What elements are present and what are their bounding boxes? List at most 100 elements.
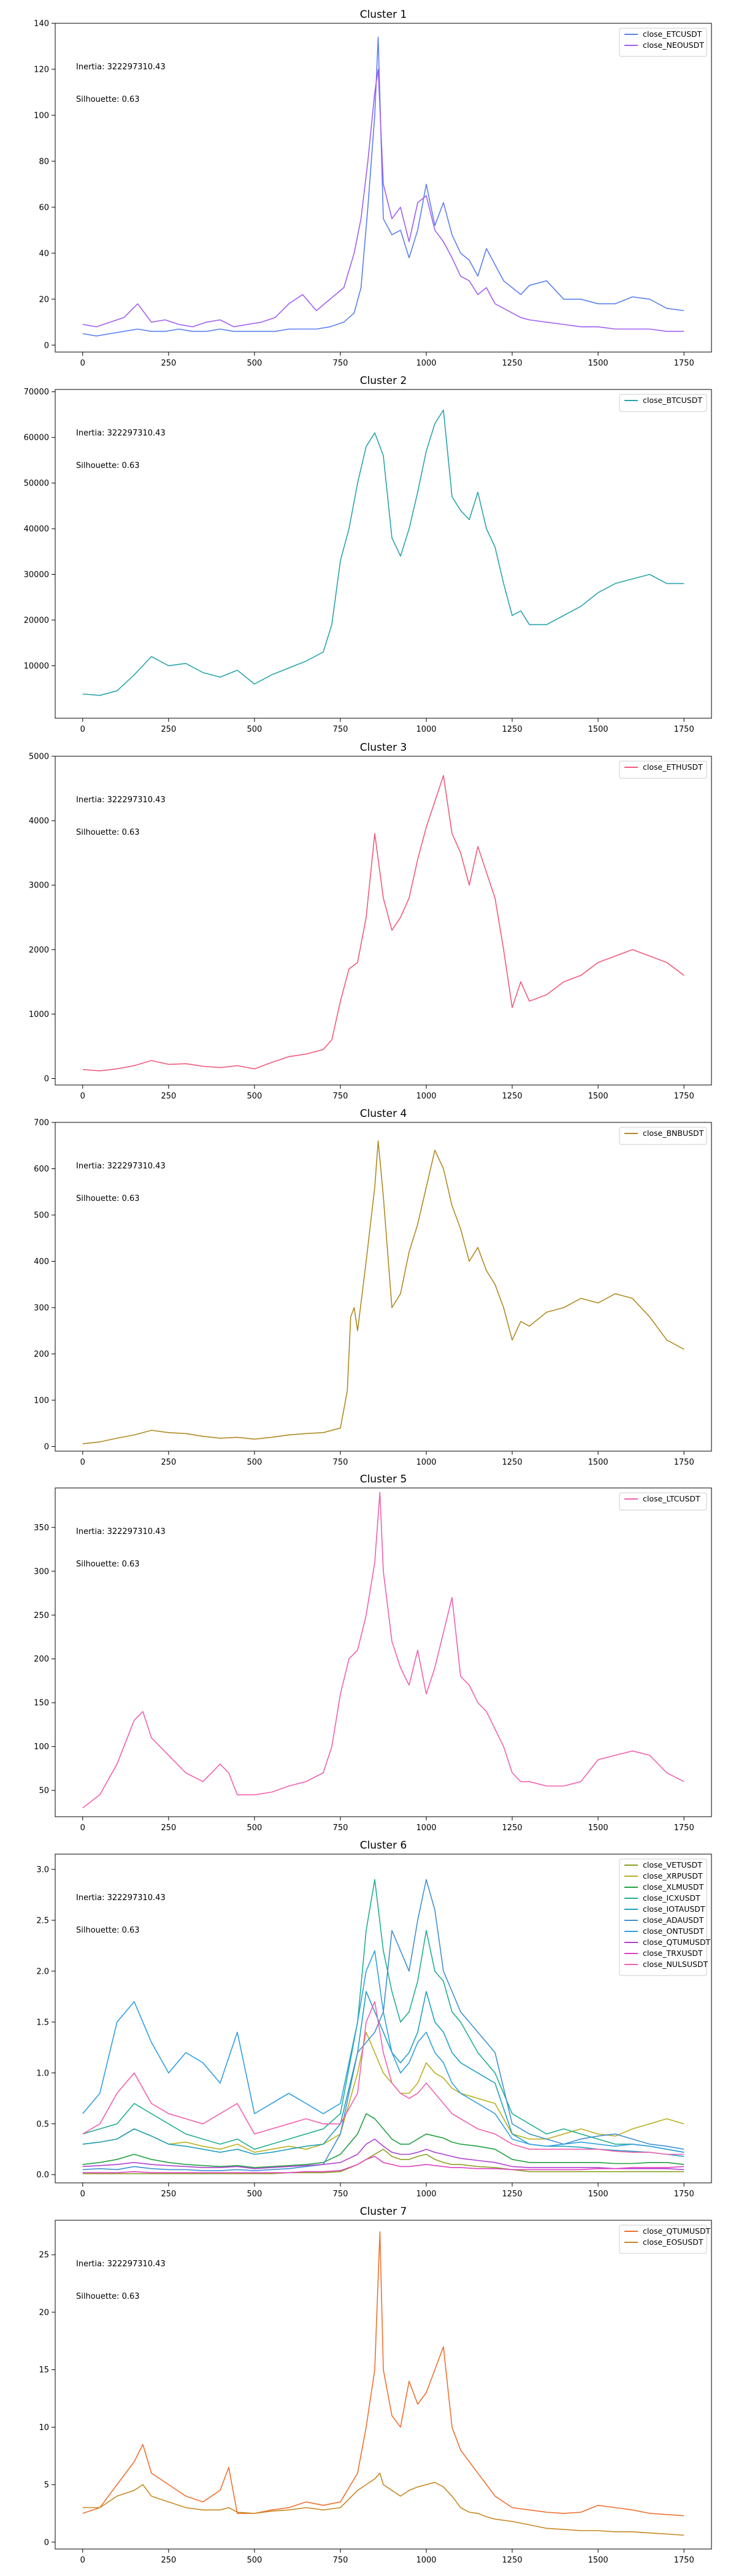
series-line-close_ADAUSDT	[82, 1879, 684, 2171]
y-tick-label: 4000	[29, 817, 49, 826]
x-tick-label: 250	[161, 1092, 176, 1101]
x-tick-label: 750	[333, 2190, 348, 2199]
y-tick-label: 250	[34, 1611, 49, 1620]
x-tick-label: 1000	[416, 725, 436, 734]
legend-entry: close_ONTUSDT	[643, 1926, 704, 1936]
chart-panel-5: Cluster 5 0 250 500 750 1000 1250 1500 1750 50 100…	[34, 1473, 712, 1833]
axes-frame	[55, 756, 712, 1086]
chart-panel-3: Cluster 3 0 250 500 750 1000 1250 1500 1750 0 1000…	[29, 742, 712, 1101]
inertia-annotation: Inertia: 322297310.43	[76, 63, 166, 72]
legend-entry: close_EOSUSDT	[643, 2237, 703, 2247]
x-tick-label: 1250	[502, 359, 523, 368]
x-tick-label: 1500	[588, 1823, 608, 1833]
x-tick-label: 250	[161, 2556, 176, 2565]
legend: close_ETHUSDT	[619, 761, 707, 779]
y-tick-label: 50000	[24, 479, 49, 488]
y-tick-label: 400	[34, 1257, 49, 1267]
legend-entry: close_ETCUSDT	[643, 29, 702, 39]
x-tick-label: 1500	[588, 725, 608, 734]
y-tick-label: 20	[39, 2308, 49, 2317]
legend: close_BNBUSDT	[619, 1127, 707, 1145]
x-tick-label: 250	[161, 725, 176, 734]
x-tick-label: 500	[247, 1092, 263, 1101]
inertia-annotation: Inertia: 322297310.43	[76, 429, 166, 438]
x-tick-label: 1750	[674, 2190, 694, 2199]
legend-entry: close_ICXUSDT	[643, 1893, 700, 1903]
legend-entry: close_ETHUSDT	[643, 762, 703, 772]
x-tick-label: 1250	[502, 725, 523, 734]
chart-title: Cluster 1	[360, 9, 407, 21]
x-tick-label: 0	[80, 1823, 85, 1833]
chart-title: Cluster 5	[360, 1473, 407, 1485]
y-tick-label: 3.0	[36, 1865, 49, 1874]
axes-frame	[55, 389, 712, 719]
y-tick-label: 70000	[24, 388, 49, 397]
y-tick-label: 1000	[29, 1010, 49, 1019]
y-tick-label: 40000	[24, 525, 49, 534]
y-tick-label: 0	[44, 341, 49, 350]
y-tick-label: 0	[44, 1075, 49, 1084]
inertia-annotation: Inertia: 322297310.43	[76, 1527, 166, 1536]
y-tick-label: 100	[34, 1396, 49, 1405]
x-tick-label: 500	[247, 1823, 263, 1833]
chart-panel-6: Cluster 6 0 250 500 750 1000 1250 1500 1750 0.0 0.…	[36, 1839, 712, 2199]
series-line-close_XLMUSDT	[82, 2113, 684, 2168]
series-lines	[82, 36, 684, 337]
x-tick-label: 0	[80, 2556, 85, 2565]
x-tick-label: 750	[333, 2556, 348, 2565]
x-tick-label: 1000	[416, 1823, 436, 1833]
series-line-close_ETCUSDT	[82, 36, 684, 337]
chart-title: Cluster 3	[360, 742, 407, 754]
chart-title: Cluster 6	[360, 1839, 407, 1852]
series-line-close_BTCUSDT	[82, 409, 684, 696]
x-tick-label: 1250	[502, 1092, 523, 1101]
y-tick-label: 100	[34, 111, 49, 120]
series-line-close_TRXUSDT	[82, 2156, 684, 2174]
y-tick-label: 120	[34, 65, 49, 74]
x-tick-label: 750	[333, 359, 348, 368]
legend-entry: close_XRPUSDT	[643, 1871, 703, 1880]
legend-entry: close_LTCUSDT	[643, 1494, 700, 1503]
series-line-close_ETHUSDT	[82, 775, 684, 1071]
x-tick-label: 1250	[502, 1458, 523, 1467]
y-tick-label: 500	[34, 1211, 49, 1220]
series-line-close_EOSUSDT	[82, 2472, 684, 2536]
y-tick-label: 20000	[24, 616, 49, 625]
x-tick-label: 1000	[416, 2190, 436, 2199]
series-line-close_ICXUSDT	[82, 1879, 684, 2153]
x-tick-label: 1750	[674, 2556, 694, 2565]
axes-frame	[55, 2220, 712, 2550]
legend-entry: close_ADAUSDT	[643, 1915, 704, 1925]
legend-box	[619, 1858, 707, 1976]
x-tick-label: 1500	[588, 1458, 608, 1467]
y-tick-label: 1.5	[36, 2018, 49, 2027]
y-tick-label: 15	[39, 2366, 49, 2375]
silhouette-annotation: Silhouette: 0.63	[76, 1926, 140, 1935]
chart-title: Cluster 2	[360, 375, 407, 387]
y-tick-label: 3000	[29, 881, 49, 891]
axes-frame	[55, 1122, 712, 1452]
y-tick-label: 80	[39, 157, 49, 166]
silhouette-annotation: Silhouette: 0.63	[76, 95, 140, 104]
y-tick-label: 100	[34, 1742, 49, 1752]
x-tick-label: 1750	[674, 1092, 694, 1101]
chart-panel-7: Cluster 7 0 250 500 750 1000 1250 1500 1750 0 5 10 1…	[39, 2206, 712, 2565]
y-tick-label: 140	[34, 20, 49, 29]
chart-title: Cluster 7	[360, 2206, 407, 2218]
x-tick-label: 1500	[588, 359, 608, 368]
axes-frame	[55, 1487, 712, 1817]
y-tick-label: 0	[44, 1443, 49, 1452]
series-lines	[82, 1140, 684, 1444]
y-tick-label: 10000	[24, 662, 49, 671]
y-tick-label: 10	[39, 2423, 49, 2432]
legend-box	[619, 2225, 707, 2254]
x-tick-label: 1500	[588, 1092, 608, 1101]
y-tick-label: 350	[34, 1524, 49, 1533]
legend-box	[619, 1127, 707, 1145]
y-tick-label: 700	[34, 1119, 49, 1128]
x-tick-label: 250	[161, 1458, 176, 1467]
legend: close_LTCUSDT	[619, 1492, 707, 1511]
